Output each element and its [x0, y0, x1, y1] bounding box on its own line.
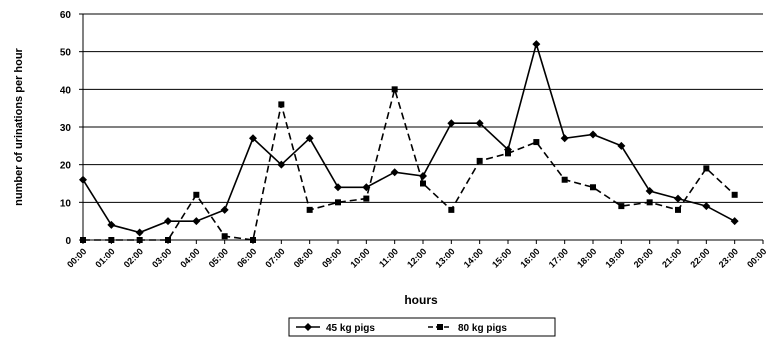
- x-tick-label: 14:00: [462, 246, 485, 269]
- data-point: [192, 217, 201, 226]
- y-axis-title: number of urinations per hour: [13, 47, 25, 205]
- x-tick-label: 04:00: [178, 246, 201, 269]
- data-point: [306, 206, 313, 213]
- series-line: [82, 41, 736, 234]
- data-point: [390, 168, 399, 177]
- data-point: [674, 194, 682, 203]
- x-tick-label: 11:00: [377, 246, 400, 269]
- data-point: [702, 202, 711, 211]
- series-line: [83, 86, 736, 241]
- data-point: [730, 217, 739, 226]
- data-point: [617, 141, 626, 150]
- x-tick-label: 16:00: [518, 246, 541, 269]
- data-point: [363, 195, 370, 202]
- x-tick-label: 00:00: [745, 246, 768, 269]
- x-tick-label: 09:00: [320, 246, 343, 269]
- data-point: [675, 206, 681, 213]
- data-point: [645, 187, 654, 196]
- x-tick-label: 08:00: [292, 246, 315, 269]
- data-point: [589, 130, 597, 139]
- y-axis-ticks: 0 10 20 30 40 50 60: [60, 10, 83, 247]
- y-tick-label: 20: [60, 161, 72, 172]
- series-layer: [79, 40, 739, 243]
- y-tick-label: 10: [60, 198, 72, 209]
- x-tick-label: 17:00: [547, 246, 570, 269]
- data-point: [193, 191, 200, 198]
- data-point: [533, 139, 540, 146]
- x-tick-label: 22:00: [688, 246, 711, 269]
- legend-label: 45 kg pigs: [326, 323, 375, 334]
- x-tick-label: 20:00: [632, 246, 655, 269]
- data-point: [476, 157, 483, 164]
- x-tick-label: 12:00: [405, 246, 428, 269]
- x-tick-label: 18:00: [575, 246, 598, 269]
- data-point: [590, 184, 596, 191]
- x-tick-label: 01:00: [93, 246, 116, 269]
- x-axis-title: hours: [404, 293, 438, 307]
- data-point: [703, 165, 710, 172]
- data-point: [249, 134, 257, 143]
- data-point: [277, 160, 286, 169]
- data-point: [475, 119, 484, 128]
- x-tick-label: 05:00: [207, 246, 230, 269]
- data-point: [618, 203, 625, 210]
- y-tick-label: 30: [60, 123, 72, 134]
- legend-marker: [304, 323, 312, 331]
- data-point: [135, 228, 144, 237]
- y-tick-label: 0: [65, 236, 71, 247]
- data-point: [505, 150, 511, 157]
- x-tick-label: 10:00: [348, 246, 371, 269]
- x-tick-label: 06:00: [235, 246, 258, 269]
- data-point: [646, 199, 653, 206]
- data-point: [335, 199, 341, 206]
- data-point: [107, 220, 116, 229]
- data-point: [448, 206, 455, 213]
- x-tick-label: 15:00: [490, 246, 513, 269]
- legend-marker: [437, 324, 443, 330]
- y-tick-label: 40: [60, 85, 72, 96]
- legend-label: 80 kg pigs: [458, 323, 507, 334]
- data-point: [220, 205, 229, 214]
- x-tick-label: 02:00: [122, 246, 145, 269]
- data-point: [731, 191, 738, 198]
- data-point: [447, 119, 456, 128]
- data-point: [391, 86, 398, 93]
- data-point: [420, 180, 426, 187]
- legend: 45 kg pigs 80 kg pigs: [288, 317, 556, 337]
- data-point: [278, 101, 285, 108]
- data-point: [305, 134, 314, 143]
- data-point: [561, 176, 568, 183]
- data-point: [560, 134, 569, 143]
- x-tick-label: 23:00: [717, 246, 740, 269]
- y-tick-label: 50: [60, 48, 72, 59]
- data-point: [221, 233, 228, 240]
- legend-box: [288, 317, 556, 337]
- x-axis-ticks: 00:00 01:00 02:00 03:00 04:00 05:00 06:00 07:00…: [65, 240, 768, 270]
- y-tick-label: 60: [60, 10, 72, 21]
- data-point: [334, 183, 342, 192]
- x-tick-label: 00:00: [65, 246, 88, 269]
- x-tick-label: 07:00: [263, 246, 286, 269]
- x-tick-label: 13:00: [433, 246, 456, 269]
- x-tick-label: 21:00: [660, 246, 683, 269]
- data-point: [419, 171, 427, 180]
- data-point: [164, 217, 172, 226]
- x-tick-label: 19:00: [603, 246, 626, 269]
- data-point: [532, 40, 541, 49]
- x-tick-label: 03:00: [150, 246, 173, 269]
